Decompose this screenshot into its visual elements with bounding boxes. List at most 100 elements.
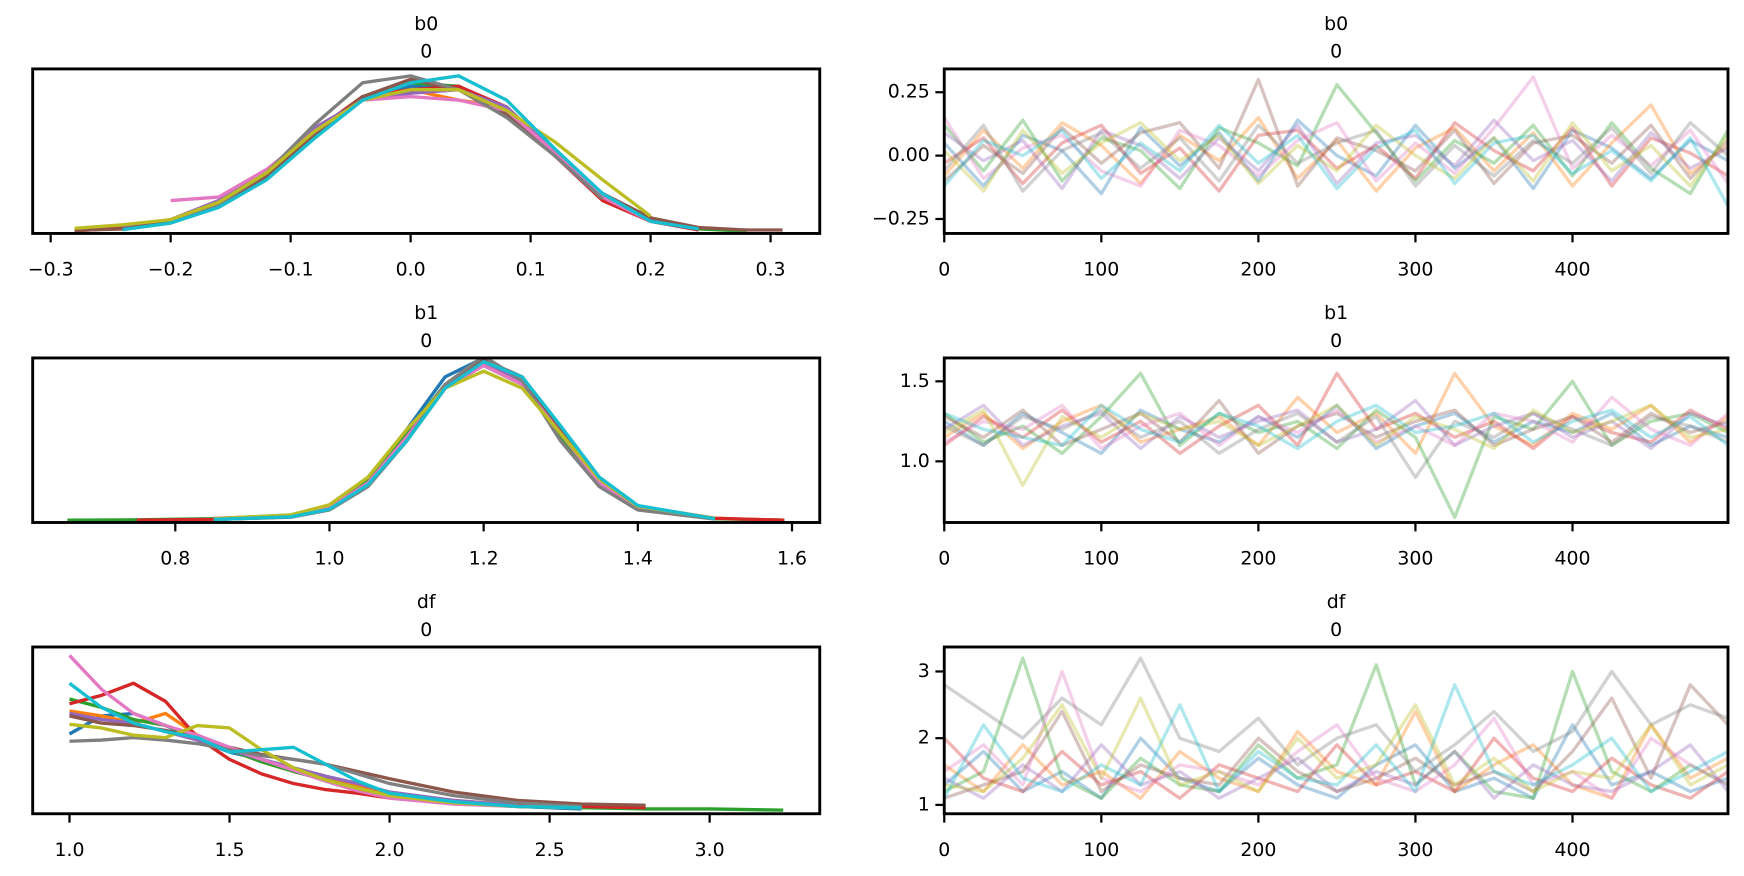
series-line: [944, 408, 1728, 480]
series-line: [68, 681, 582, 810]
x-tick-label: 1.5: [215, 839, 245, 861]
x-tick-label: 0.2: [636, 259, 666, 281]
subplot: b1 0 0.8 1.0 1.2 1.4 1.6: [31, 302, 822, 570]
series-line: [69, 735, 582, 809]
lines: [944, 371, 1728, 520]
subplot: b0 0 −0.3 −0.2 −0.1 0.0 0.1 0.2 0.3: [28, 13, 822, 281]
series-line: [944, 371, 1728, 456]
series-line: [944, 669, 1728, 800]
x-tick-label: 100: [1083, 548, 1119, 570]
series-line: [944, 82, 1728, 196]
series-line: [944, 118, 1728, 196]
series-line: [136, 360, 785, 522]
subplot-subtitle: 0: [420, 41, 432, 63]
series-line: [213, 357, 716, 522]
series-line: [944, 371, 1728, 456]
subplot-subtitle: 0: [1330, 41, 1342, 63]
x-tick-label: 3.0: [695, 839, 725, 861]
lines: [68, 654, 784, 812]
series-line: [122, 74, 699, 232]
series-line: [944, 77, 1728, 188]
x-tick-label: 1.6: [777, 548, 807, 570]
series-line: [213, 369, 716, 521]
series-line: [944, 103, 1728, 193]
subplot: b1 0 0 100 200 300 400 1.0 1.5: [900, 302, 1730, 570]
subplot-subtitle: 0: [420, 619, 432, 641]
series-line: [944, 656, 1728, 774]
y-tick-label: 1.5: [900, 370, 930, 392]
series-line: [944, 743, 1728, 800]
axes-frame: [942, 645, 1730, 816]
y-tick-label: 3: [918, 660, 930, 682]
y-tick-label: 2: [918, 727, 930, 749]
lines: [74, 74, 783, 233]
x-tick-label: −0.3: [28, 259, 74, 281]
series-line: [213, 360, 716, 522]
axes-frame: [31, 67, 822, 235]
series-line: [944, 403, 1728, 451]
y-tick-label: 0.25: [888, 81, 930, 103]
series-line: [944, 709, 1728, 800]
series-line: [944, 398, 1728, 451]
x-tick-label: 200: [1240, 548, 1276, 570]
series-line: [74, 88, 699, 232]
x-tick-label: 0: [938, 548, 950, 570]
series-line: [944, 683, 1728, 799]
x-tick-label: 1.2: [469, 548, 499, 570]
series-line: [67, 363, 785, 522]
series-line: [944, 123, 1728, 208]
x-tick-label: 200: [1240, 259, 1276, 281]
x-tick-label: 100: [1083, 839, 1119, 861]
x-tick-label: −0.2: [148, 259, 194, 281]
series-line: [944, 723, 1728, 800]
series-line: [74, 77, 783, 233]
subplot: df 0 1.0 1.5 2.0 2.5 3.0: [31, 591, 822, 861]
lines: [944, 75, 1728, 208]
series-line: [213, 360, 785, 522]
x-tick-label: 2.0: [375, 839, 405, 861]
x-tick-label: 0: [938, 839, 950, 861]
series-line: [944, 395, 1728, 451]
subplot: df 0 0 100 200 300 400 1 2 3: [918, 591, 1730, 861]
x-tick-label: 2.5: [535, 839, 565, 861]
subplot: b0 0 0 100 200 300 400 −0.25 0.00 0.25: [872, 13, 1730, 281]
y-tick-label: 0.00: [888, 144, 930, 166]
subplot-title: b0: [414, 13, 438, 35]
series-line: [944, 403, 1728, 488]
axes-frame: [31, 645, 822, 816]
y-tick-label: 1: [918, 793, 930, 815]
x-tick-label: 200: [1240, 839, 1276, 861]
series-line: [170, 94, 652, 223]
axes-frame: [31, 356, 822, 524]
x-tick-label: 100: [1083, 259, 1119, 281]
x-tick-label: 400: [1554, 259, 1590, 281]
series-line: [213, 360, 716, 522]
series-line: [213, 358, 716, 521]
x-tick-label: 300: [1397, 548, 1433, 570]
x-tick-label: 1.4: [623, 548, 653, 570]
subplot-subtitle: 0: [420, 330, 432, 352]
series-line: [944, 398, 1728, 456]
series-line: [944, 121, 1728, 193]
series-line: [944, 75, 1728, 188]
x-tick-label: 300: [1397, 839, 1433, 861]
series-line: [74, 84, 699, 233]
subplot-title: b1: [1324, 302, 1348, 324]
series-line: [74, 81, 747, 233]
series-line: [68, 654, 582, 810]
x-tick-label: 0.8: [160, 548, 190, 570]
axes-frame: [942, 356, 1730, 524]
series-line: [944, 118, 1728, 191]
series-line: [944, 683, 1728, 800]
series-line: [213, 363, 716, 521]
subplot-subtitle: 0: [1330, 330, 1342, 352]
series-line: [944, 696, 1728, 794]
series-line: [944, 403, 1728, 456]
x-tick-label: 1.0: [54, 839, 84, 861]
subplot-title: df: [1327, 591, 1346, 613]
series-line: [944, 121, 1728, 193]
series-line: [944, 736, 1728, 800]
x-tick-label: 0.0: [396, 259, 426, 281]
subplot-title: df: [417, 591, 436, 613]
